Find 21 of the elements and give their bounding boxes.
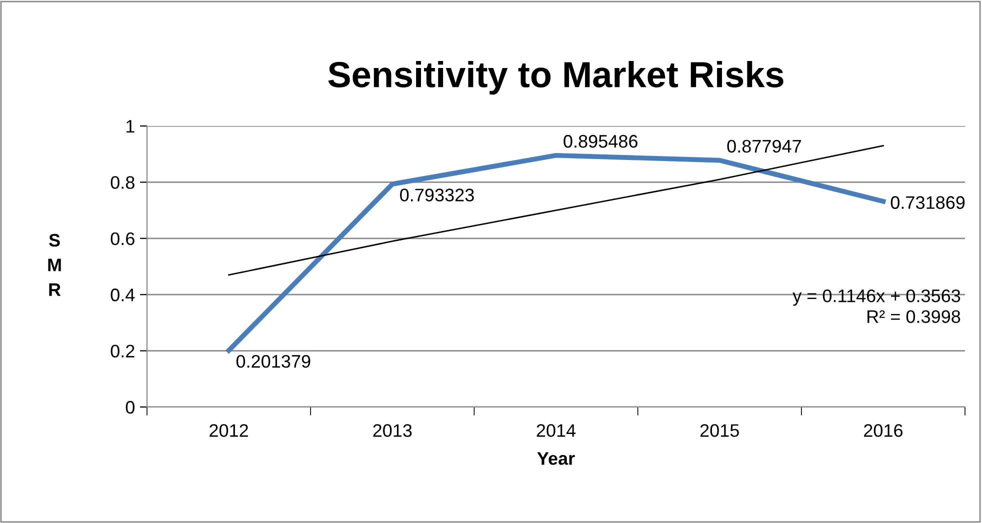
data-label: 0.877947: [727, 140, 801, 153]
x-tick-label: 2015: [700, 424, 739, 437]
y-axis-title: S M R: [48, 234, 61, 296]
y-tick-label: 1: [126, 120, 134, 133]
chart-title: Sensitivity to Market Risks: [328, 60, 784, 95]
annotation: y = 0.1146x + 0.3563 R² = 0.3998: [792, 289, 960, 323]
x-axis-title: Year: [537, 452, 575, 465]
data-label: 0.895486: [564, 134, 638, 148]
data-label: 0.731869: [890, 196, 965, 209]
x-tick-label: 2014: [536, 424, 576, 437]
x-tick-label: 2012: [210, 424, 248, 437]
x-tick-label: 2016: [864, 424, 902, 437]
y-tick-label: 0.2: [110, 344, 134, 358]
y-tick-label: 0: [126, 400, 134, 414]
data-label: 0.793323: [400, 188, 474, 202]
line-series: [226, 152, 886, 353]
data-label: 0.201379: [236, 354, 310, 368]
y-tick-label: 0.6: [110, 232, 134, 246]
x-tick-label: 2013: [373, 424, 412, 437]
y-tick-label: 0.8: [110, 176, 134, 189]
y-tick-label: 0.4: [110, 288, 135, 302]
